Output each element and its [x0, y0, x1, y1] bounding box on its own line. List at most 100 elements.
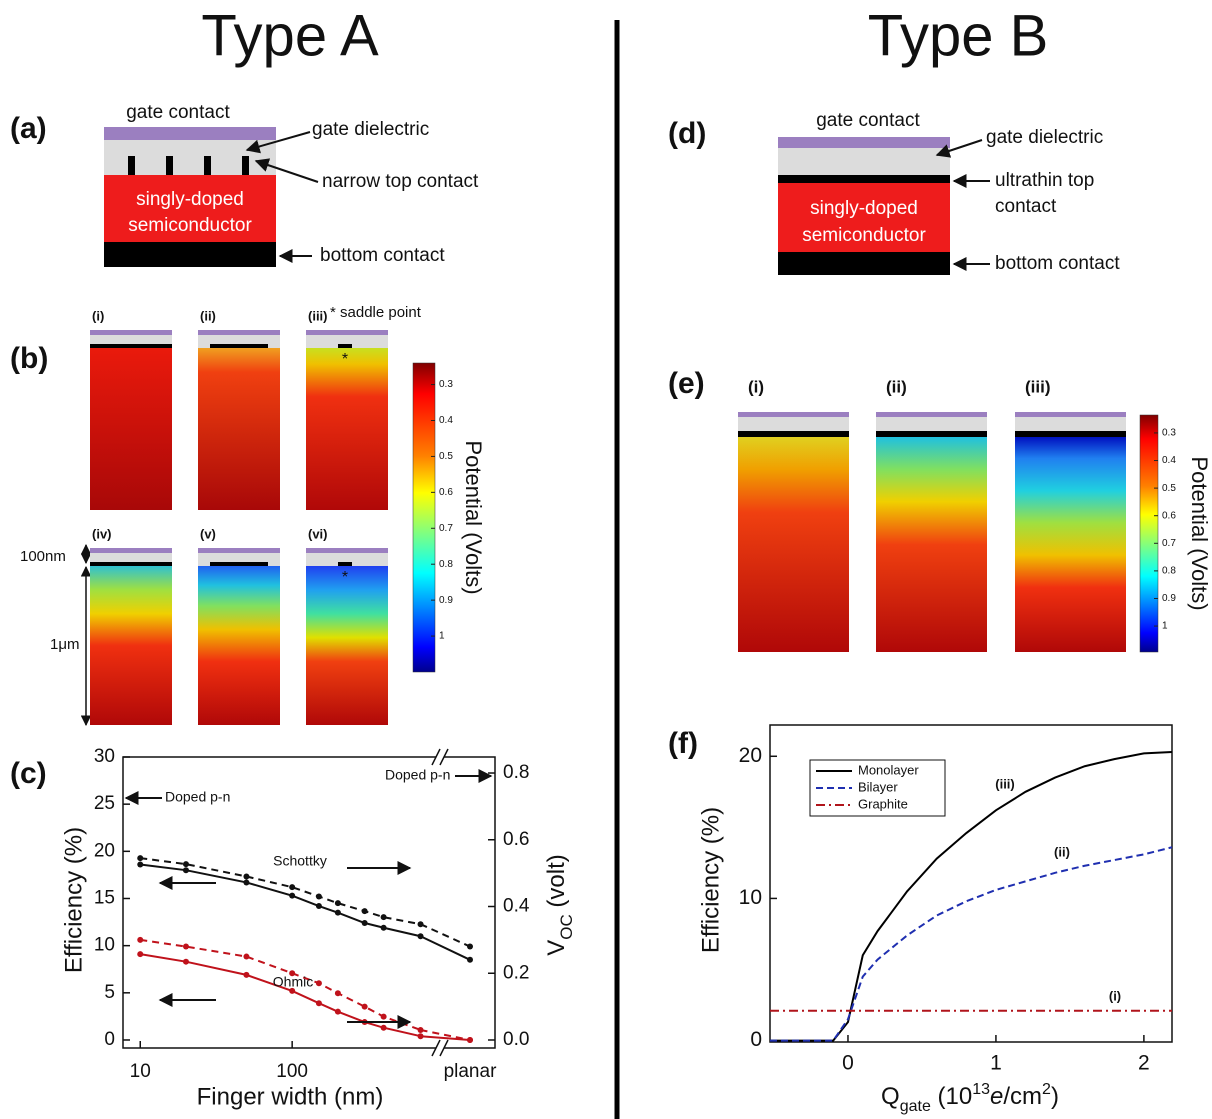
- saddle-mark: *: [342, 351, 348, 368]
- top-contact: [210, 344, 268, 348]
- series-point: [467, 956, 473, 963]
- x-tick-label: 10: [130, 1061, 151, 1082]
- series-point: [361, 908, 368, 915]
- legend-label: Monolayer: [858, 762, 919, 777]
- y2-tick-label: 0.0: [503, 1029, 529, 1050]
- map-label: (iii): [308, 308, 328, 323]
- label-part: (10: [931, 1083, 972, 1110]
- column-title: Type A: [201, 3, 379, 68]
- map-label: (ii): [886, 377, 907, 396]
- potential-map: [198, 348, 280, 510]
- x-axis-label: Finger width (nm): [197, 1083, 384, 1110]
- y2-axis-label: VOC (volt): [543, 854, 576, 956]
- label-part: /cm: [1003, 1083, 1042, 1110]
- y2-tick-label: 0.2: [503, 962, 529, 983]
- y-tick-label: 5: [104, 982, 115, 1003]
- potential-map: [198, 566, 280, 725]
- colorbar-tick-label: 0.4: [1162, 455, 1176, 466]
- column-title: Type B: [868, 3, 1049, 68]
- potential-map: [90, 566, 172, 725]
- map-label: (ii): [200, 308, 216, 323]
- series-point: [243, 953, 250, 960]
- colorbar-tick-label: 0.9: [1162, 593, 1176, 604]
- finger: [204, 156, 211, 175]
- diagram-a: [104, 127, 319, 267]
- colorbar-tick-label: 0.6: [439, 487, 453, 498]
- potential-map: [306, 566, 388, 725]
- series-point: [243, 873, 250, 880]
- dielectric-layer: [306, 553, 388, 566]
- series-point: [289, 987, 296, 994]
- annotation: Ohmic: [273, 974, 313, 990]
- series-point: [467, 943, 473, 950]
- label-part: ): [1051, 1083, 1059, 1110]
- gate-layer: [198, 330, 280, 335]
- y-tick-label: 0: [104, 1029, 115, 1050]
- arrow: [254, 158, 319, 183]
- gate-layer: [104, 127, 276, 140]
- bottom-layer: [104, 242, 276, 267]
- x-tick-label: 2: [1138, 1052, 1150, 1075]
- colorbar-tick-label: 0.7: [1162, 538, 1176, 549]
- series-point: [243, 971, 250, 978]
- series-point: [315, 980, 322, 987]
- colorbar-label: Potential (Volts): [1187, 456, 1212, 610]
- y-tick-label: 10: [94, 935, 115, 956]
- gate-layer: [876, 412, 987, 417]
- arrow: [935, 139, 983, 158]
- y2-tick-label: 0.8: [503, 762, 529, 783]
- dielectric-layer: [738, 417, 849, 432]
- series-line: [140, 953, 421, 1038]
- x-tick-label: planar: [444, 1061, 497, 1082]
- series-point: [289, 884, 296, 891]
- map-label: (vi): [308, 526, 328, 541]
- potential-map: [1015, 437, 1126, 652]
- colorbar-tick-label: 0.5: [1162, 483, 1176, 494]
- annotation: (iii): [995, 776, 1015, 791]
- bottom-layer: [778, 252, 950, 275]
- diagram-label: semiconductor: [128, 215, 252, 236]
- y-tick-label: 0: [750, 1028, 762, 1051]
- annotation: (i): [1109, 988, 1121, 1003]
- dielectric-layer: [1015, 417, 1126, 432]
- y-tick-label: 30: [94, 746, 115, 767]
- series-point: [137, 861, 144, 868]
- series-line: [770, 846, 1173, 1042]
- axis-break-gap: [436, 1045, 444, 1051]
- saddle-mark: *: [342, 569, 348, 586]
- gate-layer: [90, 548, 172, 553]
- top-contact: [90, 344, 172, 348]
- series-point: [334, 900, 341, 907]
- panel-label: (d): [668, 117, 706, 150]
- gate-layer: [778, 137, 950, 148]
- dielectric-layer: [876, 417, 987, 432]
- panel-label: (a): [10, 112, 47, 145]
- colorbar: [412, 362, 436, 673]
- diagram-label: singly-doped: [136, 189, 244, 210]
- series-line: [140, 863, 421, 938]
- gate-layer: [1015, 412, 1126, 417]
- diagram-label: semiconductor: [802, 225, 926, 246]
- diagram-label: ultrathin top: [995, 170, 1094, 191]
- map-label: (i): [748, 377, 764, 396]
- series-point: [289, 892, 296, 899]
- potential-map: [876, 437, 987, 652]
- series-line: [420, 1035, 471, 1041]
- diagram-label: narrow top contact: [322, 171, 479, 192]
- gate-layer: [90, 330, 172, 335]
- series-point: [467, 1036, 473, 1043]
- colorbar-tick-label: 0.3: [1162, 428, 1176, 439]
- annotation: Schottky: [273, 853, 327, 869]
- semiconductor-layer: [104, 175, 276, 242]
- label-part: Q: [881, 1083, 900, 1110]
- top-contact-layer: [778, 175, 950, 183]
- annotation: Doped p-n: [385, 767, 450, 783]
- label-part: 13: [972, 1081, 990, 1098]
- potential-map: [738, 437, 849, 652]
- x-tick-label: 0: [842, 1052, 854, 1075]
- series-point: [315, 903, 322, 910]
- colorbar: [1139, 414, 1159, 653]
- finger: [128, 156, 135, 175]
- diagram-label: gate contact: [126, 102, 230, 123]
